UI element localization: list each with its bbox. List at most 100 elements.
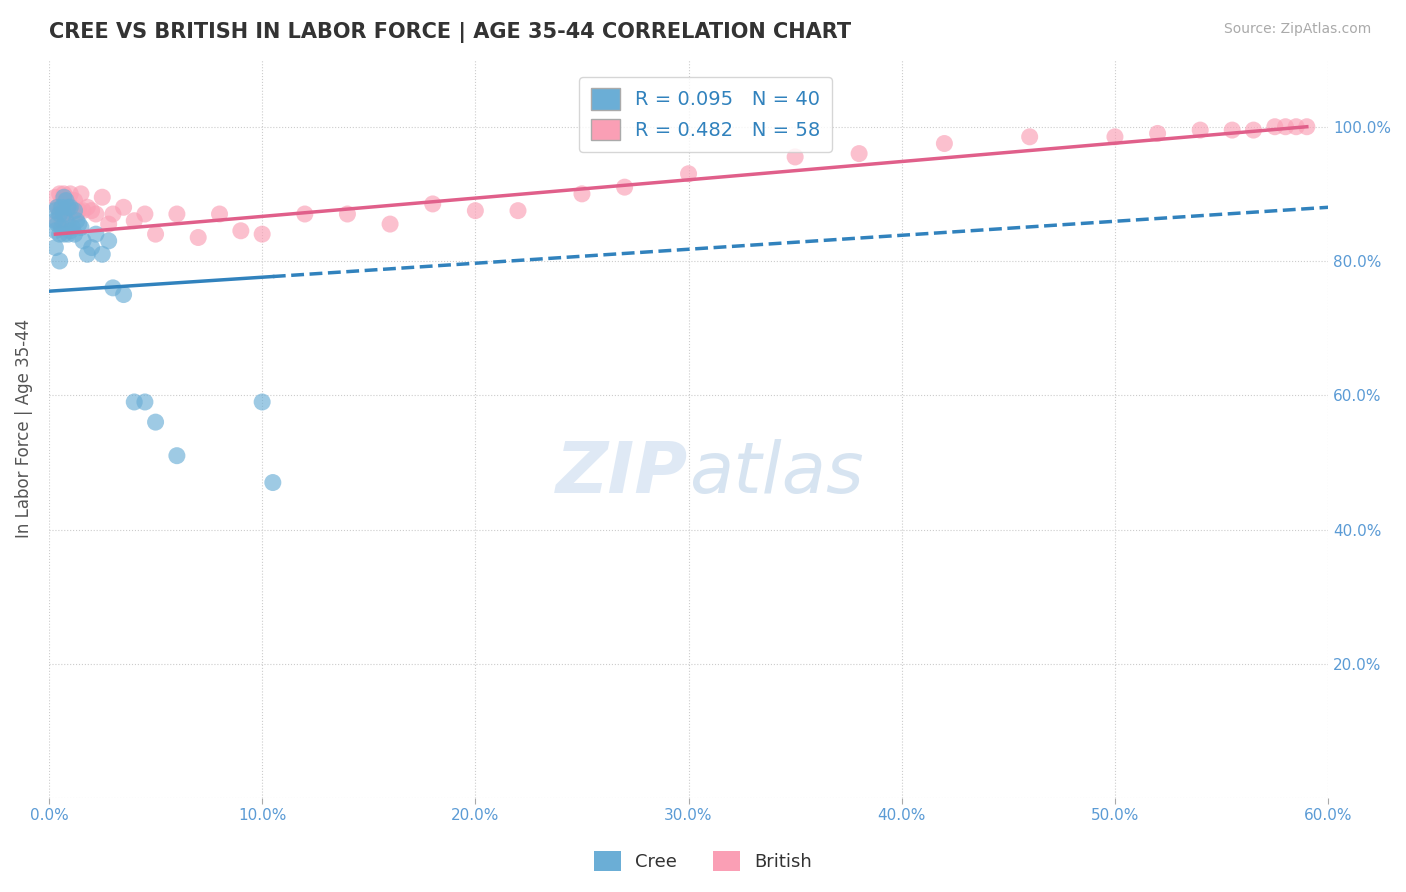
Point xyxy=(70,186,93,201)
Point xyxy=(59,200,82,214)
Point xyxy=(97,217,120,231)
Point xyxy=(678,167,700,181)
Y-axis label: In Labor Force | Age 35-44: In Labor Force | Age 35-44 xyxy=(15,319,32,539)
Point xyxy=(56,213,79,227)
Point xyxy=(166,449,188,463)
Point xyxy=(48,186,70,201)
Point xyxy=(52,186,75,201)
Point xyxy=(112,287,135,301)
Point xyxy=(1264,120,1286,134)
Legend: Cree, British: Cree, British xyxy=(586,844,820,879)
Point xyxy=(72,234,94,248)
Point xyxy=(250,395,273,409)
Point xyxy=(63,203,86,218)
Point xyxy=(67,203,90,218)
Point xyxy=(1104,129,1126,144)
Point xyxy=(1189,123,1212,137)
Point xyxy=(44,241,66,255)
Point xyxy=(1295,120,1317,134)
Point xyxy=(46,200,69,214)
Point xyxy=(613,180,636,194)
Point xyxy=(1243,123,1265,137)
Point xyxy=(1285,120,1308,134)
Point xyxy=(134,207,156,221)
Point xyxy=(55,194,77,208)
Text: Source: ZipAtlas.com: Source: ZipAtlas.com xyxy=(1223,22,1371,37)
Point xyxy=(56,200,79,214)
Point xyxy=(44,213,66,227)
Point xyxy=(262,475,284,490)
Point xyxy=(55,190,77,204)
Point xyxy=(294,207,316,221)
Point xyxy=(66,207,89,221)
Point xyxy=(506,203,529,218)
Point xyxy=(59,186,82,201)
Point xyxy=(934,136,956,151)
Point xyxy=(785,150,807,164)
Point xyxy=(76,200,98,214)
Point xyxy=(62,220,84,235)
Point xyxy=(52,190,75,204)
Point xyxy=(48,207,70,221)
Point xyxy=(91,190,114,204)
Point xyxy=(84,207,107,221)
Point xyxy=(464,203,486,218)
Point xyxy=(101,281,124,295)
Point xyxy=(229,224,252,238)
Legend: R = 0.095   N = 40, R = 0.482   N = 58: R = 0.095 N = 40, R = 0.482 N = 58 xyxy=(579,77,832,153)
Point xyxy=(51,194,73,208)
Point xyxy=(122,213,145,227)
Text: ZIP: ZIP xyxy=(557,439,689,508)
Text: CREE VS BRITISH IN LABOR FORCE | AGE 35-44 CORRELATION CHART: CREE VS BRITISH IN LABOR FORCE | AGE 35-… xyxy=(49,22,852,44)
Point xyxy=(51,213,73,227)
Point xyxy=(336,207,359,221)
Point xyxy=(55,207,77,221)
Point xyxy=(66,213,89,227)
Point xyxy=(97,234,120,248)
Point xyxy=(44,203,66,218)
Point xyxy=(1274,120,1296,134)
Point xyxy=(1220,123,1243,137)
Point xyxy=(1146,127,1168,141)
Point xyxy=(122,395,145,409)
Point xyxy=(46,213,69,227)
Point xyxy=(62,200,84,214)
Point xyxy=(208,207,231,221)
Point xyxy=(84,227,107,241)
Point xyxy=(571,186,593,201)
Point xyxy=(46,217,69,231)
Point xyxy=(80,203,103,218)
Point xyxy=(72,203,94,218)
Point xyxy=(145,415,167,429)
Point xyxy=(112,200,135,214)
Point xyxy=(166,207,188,221)
Point xyxy=(80,241,103,255)
Point xyxy=(91,247,114,261)
Text: atlas: atlas xyxy=(689,439,863,508)
Point xyxy=(250,227,273,241)
Point xyxy=(59,203,82,218)
Point xyxy=(52,203,75,218)
Point xyxy=(187,230,209,244)
Point xyxy=(67,217,90,231)
Point xyxy=(48,203,70,218)
Point xyxy=(63,227,86,241)
Point xyxy=(134,395,156,409)
Point xyxy=(48,254,70,268)
Point xyxy=(51,220,73,235)
Point xyxy=(55,213,77,227)
Point xyxy=(59,224,82,238)
Point xyxy=(52,207,75,221)
Point xyxy=(56,227,79,241)
Point xyxy=(63,194,86,208)
Point xyxy=(101,207,124,221)
Point xyxy=(422,197,444,211)
Point xyxy=(51,200,73,214)
Point xyxy=(76,247,98,261)
Point xyxy=(1018,129,1040,144)
Point xyxy=(848,146,870,161)
Point xyxy=(44,190,66,204)
Point xyxy=(44,224,66,238)
Point xyxy=(56,197,79,211)
Point xyxy=(52,227,75,241)
